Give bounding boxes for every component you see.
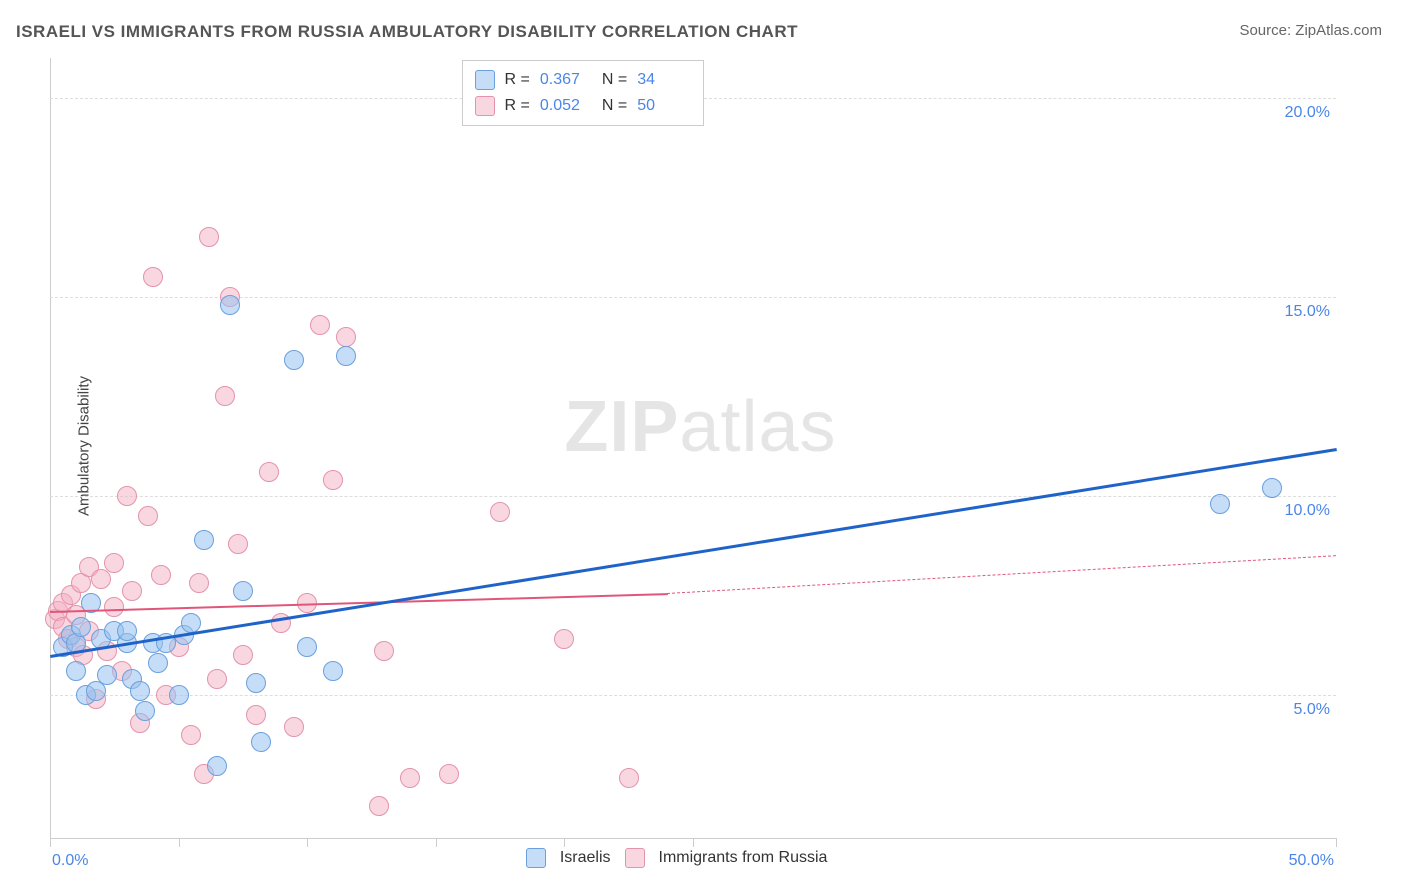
data-point xyxy=(148,653,168,673)
data-point xyxy=(233,645,253,665)
trend-line xyxy=(50,448,1336,658)
data-point xyxy=(439,764,459,784)
data-point xyxy=(233,581,253,601)
data-point xyxy=(490,502,510,522)
x-tick xyxy=(307,838,308,847)
legend-stats: R = 0.367 N = 34 R = 0.052 N = 50 xyxy=(462,60,705,126)
stat-n-label: N = xyxy=(602,71,627,89)
legend-swatch xyxy=(625,848,645,868)
source-attribution: Source: ZipAtlas.com xyxy=(1239,22,1382,39)
gridline xyxy=(50,297,1336,298)
data-point xyxy=(284,717,304,737)
x-tick xyxy=(693,838,694,847)
data-point xyxy=(1210,494,1230,514)
data-point xyxy=(336,327,356,347)
data-point xyxy=(207,669,227,689)
x-tick xyxy=(50,838,51,847)
y-axis-line xyxy=(50,58,51,838)
legend-swatch xyxy=(526,848,546,868)
data-point xyxy=(220,295,240,315)
data-point xyxy=(323,470,343,490)
data-point xyxy=(66,661,86,681)
gridline xyxy=(50,496,1336,497)
trend-line xyxy=(667,555,1336,594)
data-point xyxy=(91,569,111,589)
scatter-plot: 5.0%10.0%15.0%20.0%0.0%50.0% xyxy=(50,58,1336,838)
chart-title: ISRAELI VS IMMIGRANTS FROM RUSSIA AMBULA… xyxy=(16,22,798,42)
data-point xyxy=(336,346,356,366)
x-tick-label: 0.0% xyxy=(52,852,88,870)
data-point xyxy=(259,462,279,482)
legend-stats-row: R = 0.367 N = 34 xyxy=(475,67,690,93)
data-point xyxy=(1262,478,1282,498)
x-tick xyxy=(564,838,565,847)
data-point xyxy=(284,350,304,370)
data-point xyxy=(207,756,227,776)
legend-label: Immigrants from Russia xyxy=(659,849,828,867)
data-point xyxy=(374,641,394,661)
data-point xyxy=(138,506,158,526)
data-point xyxy=(151,565,171,585)
data-point xyxy=(104,553,124,573)
data-point xyxy=(135,701,155,721)
data-point xyxy=(228,534,248,554)
data-point xyxy=(215,386,235,406)
data-point xyxy=(619,768,639,788)
legend-label: Israelis xyxy=(560,849,611,867)
data-point xyxy=(323,661,343,681)
data-point xyxy=(181,725,201,745)
stat-r-label: R = xyxy=(505,71,530,89)
stat-n-value: 34 xyxy=(637,71,689,89)
data-point xyxy=(400,768,420,788)
stat-n-label: N = xyxy=(602,97,627,115)
data-point xyxy=(104,597,124,617)
data-point xyxy=(117,621,137,641)
data-point xyxy=(117,486,137,506)
y-tick-label: 10.0% xyxy=(1285,502,1330,520)
data-point xyxy=(122,581,142,601)
x-tick xyxy=(1336,838,1337,847)
x-tick xyxy=(179,838,180,847)
legend-swatch xyxy=(475,96,495,116)
x-tick-label: 50.0% xyxy=(1289,852,1334,870)
data-point xyxy=(130,681,150,701)
x-tick xyxy=(436,838,437,847)
stat-r-value: 0.052 xyxy=(540,97,592,115)
y-tick-label: 20.0% xyxy=(1285,104,1330,122)
data-point xyxy=(251,732,271,752)
gridline xyxy=(50,695,1336,696)
data-point xyxy=(169,685,189,705)
data-point xyxy=(246,673,266,693)
stat-n-value: 50 xyxy=(637,97,689,115)
y-tick-label: 15.0% xyxy=(1285,303,1330,321)
data-point xyxy=(199,227,219,247)
data-point xyxy=(189,573,209,593)
legend-stats-row: R = 0.052 N = 50 xyxy=(475,93,690,119)
data-point xyxy=(369,796,389,816)
trend-line xyxy=(50,593,667,613)
legend-series: Israelis Immigrants from Russia xyxy=(526,848,828,868)
data-point xyxy=(194,530,214,550)
y-tick-label: 5.0% xyxy=(1294,701,1330,719)
data-point xyxy=(71,617,91,637)
data-point xyxy=(97,665,117,685)
data-point xyxy=(143,267,163,287)
legend-swatch xyxy=(475,70,495,90)
data-point xyxy=(310,315,330,335)
stat-r-label: R = xyxy=(505,97,530,115)
stat-r-value: 0.367 xyxy=(540,71,592,89)
data-point xyxy=(246,705,266,725)
data-point xyxy=(554,629,574,649)
data-point xyxy=(297,637,317,657)
